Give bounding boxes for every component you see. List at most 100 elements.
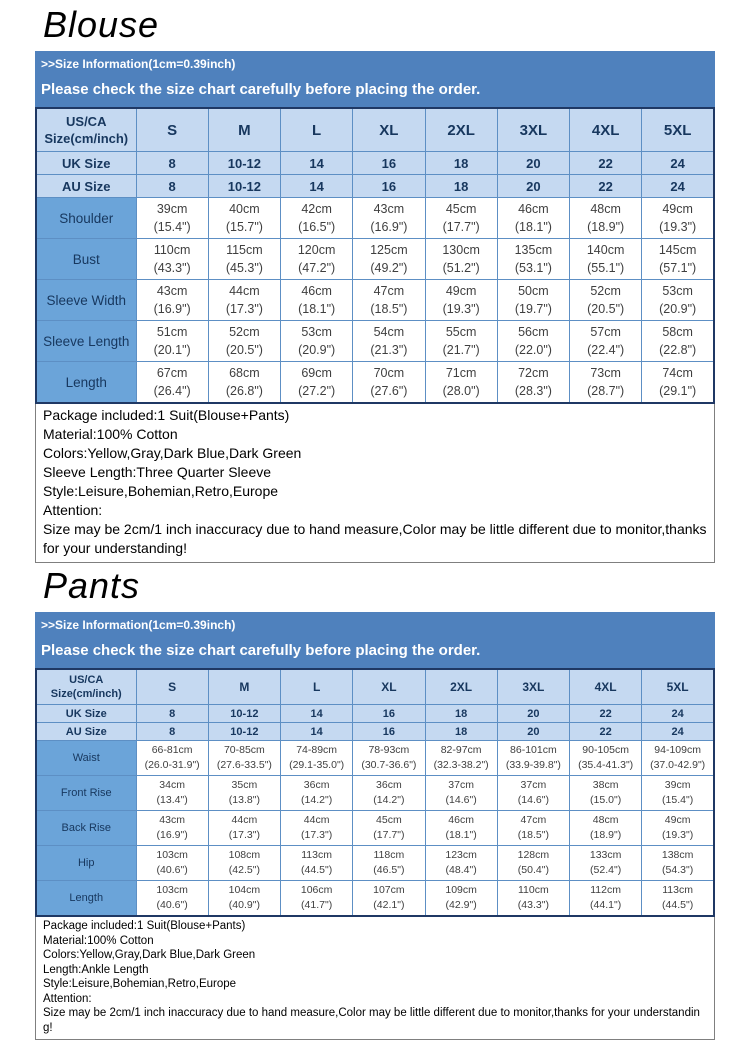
measurement-value-cell: 53cm (20.9") <box>641 279 715 321</box>
blouse-size-info-banner: >>Size Information(1cm=0.39inch) Please … <box>35 51 715 107</box>
measurement-value-cell: 55cm (21.7") <box>424 320 498 362</box>
region-size-row: UK Size 8 10-12 14 16 18 20 22 24 <box>35 151 715 175</box>
region-size-label: AU Size <box>35 722 137 741</box>
measurement-value-cell: 133cm (52.4") <box>568 845 643 881</box>
measurement-value-cell: 37cm (14.6") <box>496 775 571 811</box>
measurement-value-cell: 113cm (44.5") <box>279 845 354 881</box>
region-size-value: 10-12 <box>207 722 282 741</box>
measurement-value-cell: 52cm (20.5") <box>207 320 282 362</box>
measurement-value-cell: 67cm (26.4") <box>135 361 209 404</box>
measurement-label: Waist <box>35 740 137 776</box>
size-column-header: S <box>135 668 209 705</box>
measurement-row: Sleeve Length 51cm (20.1") 52cm (20.5") 53cm(… <box>35 320 715 362</box>
measurement-value-cell: 70-85cm (27.6-33.5") <box>207 740 282 776</box>
size-unit-corner-header: US/CA Size(cm/inch) <box>35 668 137 705</box>
measurement-value-cell: 72cm (28.3") <box>496 361 571 404</box>
region-size-value: 20 <box>496 174 571 198</box>
measurement-value-cell: 58cm (22.8") <box>641 320 715 362</box>
blouse-section: Blouse >>Size Information(1cm=0.39inch) … <box>35 4 715 563</box>
measurement-row: Length 103cm (40.6") 104cm (40.9") 106cm (41.7… <box>35 880 715 917</box>
note-line: Colors:Yellow,Gray,Dark Blue,Dark Green <box>43 445 302 461</box>
measurement-value-cell: 35cm (13.8") <box>207 775 282 811</box>
size-table: US/CA Size(cm/inch) S M L XL 2XL 3XL 4XL 5XL UK Si… <box>35 107 715 404</box>
region-size-value: 22 <box>568 722 643 741</box>
size-column-header: 4XL <box>568 107 643 152</box>
region-size-value: 14 <box>279 174 354 198</box>
region-size-value: 16 <box>352 151 426 175</box>
measurement-label: Length <box>35 361 137 404</box>
measurement-row: Length 67cm (26.4") 68cm (26.8") 69cm (27.2") 7… <box>35 361 715 404</box>
measurement-row: Front Rise 34cm (13.4") 35cm (13.8") 36cm (14.… <box>35 775 715 811</box>
measurement-value-cell: 48cm (18.9") <box>568 810 643 846</box>
measurement-value-cell: 36cm (14.2") <box>279 775 354 811</box>
region-size-value: 16 <box>352 722 426 741</box>
measurement-value-cell: 82-97cm (32.3-38.2") <box>424 740 498 776</box>
measurement-value-cell: 46cm (18.1") <box>279 279 354 321</box>
measurement-value-cell: 53cm (20.9") <box>279 320 354 362</box>
note-line: Material:100% Cotton <box>43 426 178 442</box>
region-size-value: 18 <box>424 704 498 723</box>
measurement-value-cell: 36cm (14.2") <box>352 775 426 811</box>
region-size-label: AU Size <box>35 174 137 198</box>
size-column-header: 2XL <box>424 107 498 152</box>
note-line: Style:Leisure,Bohemian,Retro,Europe <box>43 978 237 990</box>
measurement-value-cell: 68cm (26.8") <box>207 361 282 404</box>
measurement-value-cell: 70cm (27.6") <box>352 361 426 404</box>
measurement-label: Hip <box>35 845 137 881</box>
measurement-value-cell: 52cm (20.5") <box>568 279 643 321</box>
measurement-value-cell: 110cm (43.3") <box>496 880 571 917</box>
region-size-value: 14 <box>279 151 354 175</box>
pants-banner-check-note-line: Please check the size chart carefully be… <box>41 642 481 659</box>
size-column-header: XL <box>352 107 426 152</box>
pants-banner-size-info-line: >>Size Information(1cm=0.39inch) <box>41 618 236 632</box>
note-line: Package included:1 Suit(Blouse+Pants) <box>43 407 290 423</box>
measurement-row: Hip 103cm (40.6") 108cm (42.5") 113cm (44.5") 1… <box>35 845 715 881</box>
measurement-value-cell: 74-89cm (29.1-35.0") <box>279 740 354 776</box>
region-size-value: 20 <box>496 704 571 723</box>
measurement-value-cell: 112cm (44.1") <box>568 880 643 917</box>
measurement-value-cell: 51cm (20.1") <box>135 320 209 362</box>
measurement-value-cell: 107cm (42.1") <box>352 880 426 917</box>
measurement-value-cell: 103cm (40.6") <box>135 880 209 917</box>
measurement-value-cell: 104cm (40.9") <box>207 880 282 917</box>
region-size-row: UK Size 8 10-12 14 16 18 20 22 24 <box>35 704 715 723</box>
measurement-value-cell: 34cm (13.4") <box>135 775 209 811</box>
pants-size-table: US/CA Size(cm/inch) S M L XL 2XL 3XL 4XL 5XL UK Si… <box>35 668 715 917</box>
region-size-value: 14 <box>279 704 354 723</box>
size-column-header: M <box>207 107 282 152</box>
measurement-row: Bust 110cm (43.3") 115cm (45.3") 120cm (47.2")… <box>35 238 715 280</box>
region-size-label: UK Size <box>35 704 137 723</box>
region-size-value: 20 <box>496 151 571 175</box>
region-size-value: 8 <box>135 722 209 741</box>
measurement-value-cell: 43cm (16.9") <box>352 197 426 239</box>
blouse-banner-size-info-line: >>Size Information(1cm=0.39inch) <box>41 57 236 71</box>
measurement-value-cell: 46cm (18.1") <box>424 810 498 846</box>
measurement-value-cell: 47cm (18.5") <box>352 279 426 321</box>
measurement-value-cell: 66-81cm (26.0-31.9") <box>135 740 209 776</box>
measurement-label: Bust <box>35 238 137 280</box>
note-line: Size may be 2cm/1 inch inaccuracy due to… <box>43 1007 700 1034</box>
size-column-header: 3XL <box>496 668 571 705</box>
blouse-banner-check-note-line: Please check the size chart carefully be… <box>41 81 481 98</box>
region-size-value: 16 <box>352 704 426 723</box>
measurement-value-cell: 49cm (19.3") <box>641 810 715 846</box>
size-column-header: 5XL <box>641 668 715 705</box>
size-column-header: L <box>279 107 354 152</box>
measurement-value-cell: 56cm (22.0") <box>496 320 571 362</box>
note-line: Size may be 2cm/1 inch inaccuracy due to… <box>43 521 707 556</box>
measurement-value-cell: 120cm (47.2") <box>279 238 354 280</box>
region-size-value: 22 <box>568 151 643 175</box>
measurement-value-cell: 40cm (15.7") <box>207 197 282 239</box>
measurement-value-cell: 54cm (21.3") <box>352 320 426 362</box>
measurement-value-cell: 42cm (16.5") <box>279 197 354 239</box>
pants-size-info-banner: >>Size Information(1cm=0.39inch) Please … <box>35 612 715 668</box>
region-size-value: 22 <box>568 704 643 723</box>
size-column-header: L <box>279 668 354 705</box>
region-size-value: 8 <box>135 704 209 723</box>
region-size-value: 24 <box>641 704 715 723</box>
measurement-value-cell: 47cm (18.5") <box>496 810 571 846</box>
region-size-value: 24 <box>641 174 715 198</box>
note-line: Attention: <box>43 502 103 518</box>
size-column-header: M <box>207 668 282 705</box>
